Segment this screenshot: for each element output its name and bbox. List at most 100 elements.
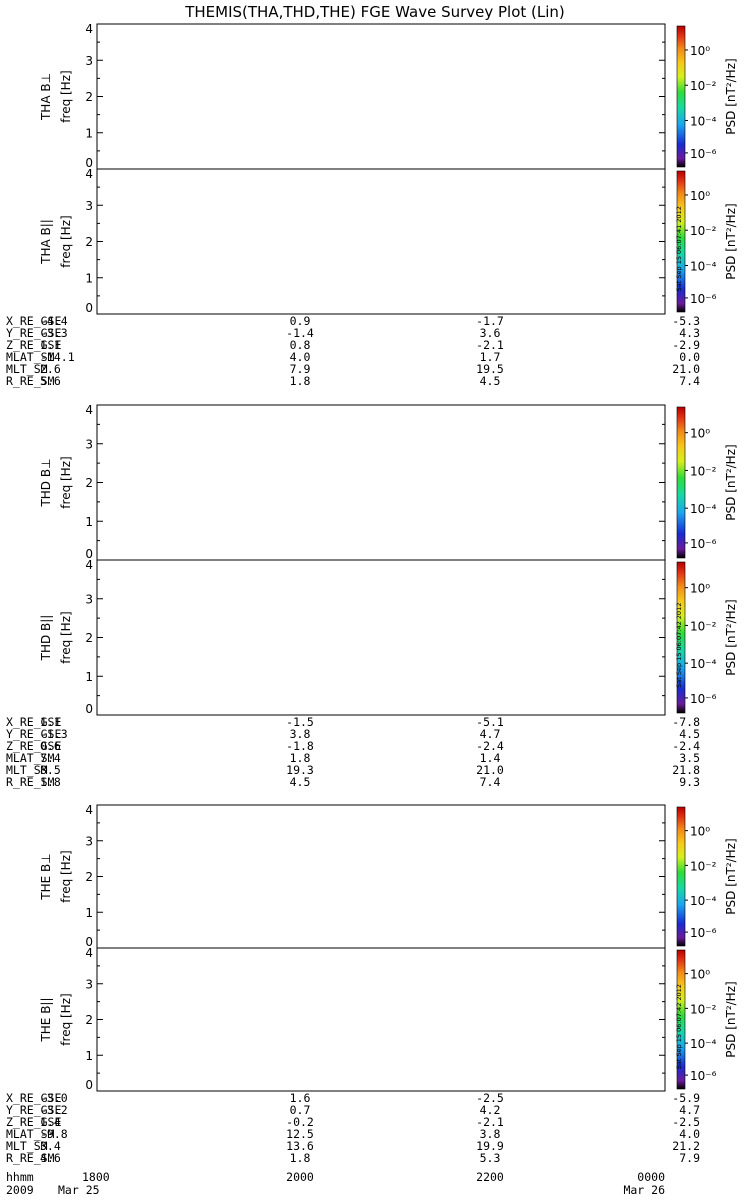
y-tick-label: 3 [85, 977, 93, 991]
colorbar-tick-label: 10⁻² [690, 1002, 717, 1016]
ephemeris-value: 2.6 [40, 362, 61, 376]
colorbar-tick-label: 10⁻² [690, 79, 717, 93]
ephemeris-value: 1.8 [290, 1151, 311, 1165]
ephemeris-value: 21.8 [672, 763, 700, 777]
y-tick-label: 4 [85, 946, 93, 960]
y-tick-label: 0 [85, 301, 93, 315]
y-tick-label: 1 [85, 906, 93, 920]
colorbar-tick-label: 10⁻⁴ [690, 259, 717, 273]
ephemeris-row-label: MLAT_SM [6, 350, 55, 364]
colorbar-label: PSD [nT²/Hz] [724, 203, 738, 279]
colorbar-tick-label: 10⁻⁶ [690, 537, 717, 551]
ephemeris-value: -2.5 [476, 1091, 504, 1105]
panel-frame [96, 559, 666, 716]
ephemeris-value: 1.4 [40, 1115, 61, 1129]
ephemeris-row-label: R_RE_SM [6, 775, 55, 789]
colorbar-tick-label: 10⁰ [690, 44, 710, 58]
y-axis-label: freq [Hz] [59, 70, 73, 122]
ephemeris-row-label: Y_RE_GSE [6, 727, 61, 741]
y-tick-label: 2 [85, 90, 93, 104]
ephemeris-value: -1.4 [286, 326, 314, 340]
ephemeris-value: -2.4 [672, 739, 700, 753]
ephemeris-value: 19.9 [476, 1139, 504, 1153]
ephemeris-value: 3.4 [40, 1139, 61, 1153]
ephemeris-value: -3.0 [40, 1091, 68, 1105]
y-tick-label: 4 [85, 22, 93, 36]
panel-label: THE B|| [39, 997, 53, 1042]
ephemeris-value: 1.1 [40, 715, 61, 729]
ephemeris-value: 4.5 [480, 374, 501, 388]
colorbar [676, 949, 686, 1090]
colorbar-tick-label: 10⁻⁴ [690, 114, 717, 128]
colorbar-label: PSD [nT²/Hz] [724, 838, 738, 914]
colorbar-tick-label: 10⁻⁴ [690, 502, 717, 516]
colorbar-tick-label: 10⁻⁶ [690, 1069, 717, 1083]
y-tick-label: 4 [85, 803, 93, 817]
ephemeris-value: 1.4 [480, 751, 501, 765]
processing-stamp: Sat Sep 15 06:07:41 2012 [675, 206, 683, 291]
y-tick-label: 3 [85, 199, 93, 213]
ephemeris-value: 4.3 [679, 326, 700, 340]
colorbar-tick-label: 10⁻² [690, 224, 717, 238]
ephemeris-row-label: Z_RE_GSE [6, 1115, 61, 1129]
y-tick-label: 4 [85, 167, 93, 181]
colorbar-tick-label: 10⁻⁶ [690, 147, 717, 161]
y-tick-label: 2 [85, 476, 93, 490]
ephemeris-value: 0.7 [290, 1103, 311, 1117]
colorbar-tick-label: 10⁻⁴ [690, 657, 717, 671]
colorbar-tick-label: 10⁻² [690, 859, 717, 873]
colorbar-tick-label: 10⁻⁶ [690, 692, 717, 706]
ephemeris-value: 0.0 [679, 350, 700, 364]
y-tick-label: 0 [85, 547, 93, 561]
y-tick-label: 4 [85, 558, 93, 572]
ephemeris-value: -14.1 [40, 350, 75, 364]
colorbar-tick-label: 10⁻⁶ [690, 292, 717, 306]
ephemeris-value: 3.8 [480, 1127, 501, 1141]
ephemeris-row-label: MLT_SM [6, 1139, 48, 1153]
ephemeris-row-label: Z_RE_GSE [6, 338, 61, 352]
ephemeris-value: 4.2 [480, 1103, 501, 1117]
colorbar [676, 406, 686, 559]
y-axis-label: freq [Hz] [59, 611, 73, 663]
ephemeris-row-label: MLT_SM [6, 362, 48, 376]
y-tick-label: 0 [85, 1078, 93, 1092]
ephemeris-value: 0.9 [290, 314, 311, 328]
ephemeris-value: -7.8 [672, 715, 700, 729]
y-tick-label: 2 [85, 1013, 93, 1027]
ephemeris-value: -3.2 [40, 1103, 68, 1117]
ephemeris-value: 9.3 [679, 775, 700, 789]
ephemeris-value: -0.2 [286, 1115, 314, 1129]
panel-frame [96, 947, 666, 1092]
colorbar-label: PSD [nT²/Hz] [724, 444, 738, 520]
colorbar-tick-label: 10⁻² [690, 619, 717, 633]
colorbar-tick-label: 10⁰ [690, 427, 710, 441]
ephemeris-value: 1.1 [40, 338, 61, 352]
ephemeris-value: 13.6 [286, 1139, 314, 1153]
ephemeris-value: 1.8 [290, 751, 311, 765]
ephemeris-value: -1.8 [286, 739, 314, 753]
time-tick-label: 2200 [476, 1170, 504, 1184]
year-label: 2009 [6, 1183, 34, 1197]
ephemeris-value: -5.3 [672, 314, 700, 328]
ephemeris-value: 7.9 [290, 362, 311, 376]
y-tick-label: 3 [85, 437, 93, 451]
ephemeris-value: 1.6 [290, 1091, 311, 1105]
processing-stamp: Sat Sep 15 06:07:42 2012 [675, 984, 683, 1069]
y-tick-label: 1 [85, 126, 93, 140]
y-tick-label: 2 [85, 631, 93, 645]
ephemeris-row-label: Y_RE_GSE [6, 326, 61, 340]
y-tick-label: 0 [85, 935, 93, 949]
colorbar-tick-label: 10⁻² [690, 464, 717, 478]
ephemeris-value: -2.4 [476, 739, 504, 753]
ephemeris-value: -3.3 [40, 326, 68, 340]
panel-label: THD B⊥ [39, 458, 53, 507]
ephemeris-value: -1.3 [40, 727, 68, 741]
y-tick-label: 2 [85, 235, 93, 249]
ephemeris-row-label: Y_RE_GSE [6, 1103, 61, 1117]
ephemeris-value: 4.7 [679, 1103, 700, 1117]
time-row-label: hhmm [6, 1170, 34, 1184]
ephemeris-value: 5.3 [480, 1151, 501, 1165]
ephemeris-value: -2.9 [672, 338, 700, 352]
ephemeris-value: 4.7 [480, 727, 501, 741]
ephemeris-value: -5.1 [476, 715, 504, 729]
